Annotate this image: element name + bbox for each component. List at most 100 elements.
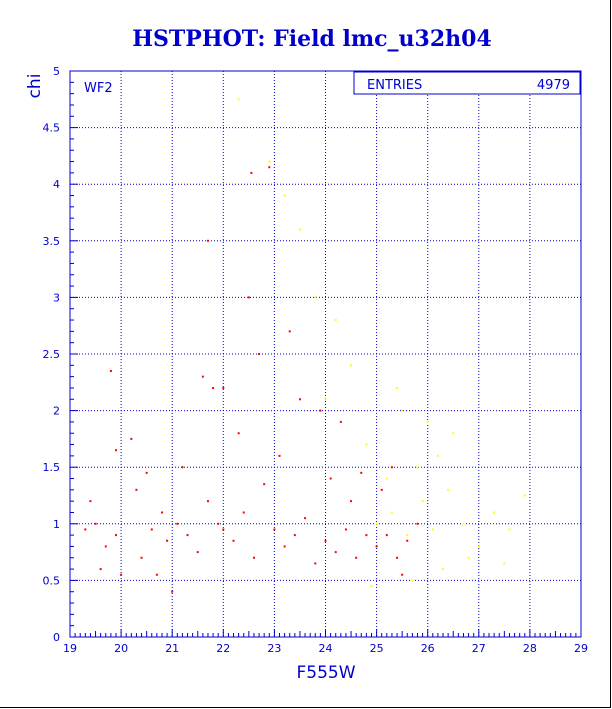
data-point xyxy=(523,494,526,497)
data-point xyxy=(273,528,276,531)
data-point xyxy=(406,534,409,537)
data-point xyxy=(447,488,450,491)
data-point xyxy=(268,166,271,169)
data-point xyxy=(206,239,209,242)
data-point xyxy=(319,409,322,412)
y-tick-label: 0.5 xyxy=(43,574,61,587)
chart-title: HSTPHOT: Field lmc_u32h04 xyxy=(132,26,492,52)
data-point xyxy=(396,386,399,389)
data-point xyxy=(114,534,117,537)
y-tick-label: 2.5 xyxy=(43,348,61,361)
data-point xyxy=(365,443,368,446)
stats-label: ENTRIES xyxy=(367,78,422,93)
x-tick-label: 20 xyxy=(114,642,128,655)
data-point xyxy=(171,590,174,593)
y-tick-label: 3 xyxy=(53,291,60,304)
data-point xyxy=(140,556,143,559)
y-tick-label: 1.5 xyxy=(43,461,61,474)
data-point xyxy=(104,545,107,548)
data-point xyxy=(268,160,271,163)
data-point xyxy=(390,466,393,469)
x-tick-label: 26 xyxy=(421,642,435,655)
data-point xyxy=(385,477,388,480)
data-points xyxy=(84,98,526,593)
data-point xyxy=(375,522,378,525)
data-point xyxy=(145,471,148,474)
data-point xyxy=(334,319,337,322)
data-point xyxy=(206,500,209,503)
data-point xyxy=(401,409,404,412)
data-point xyxy=(442,568,445,571)
data-point xyxy=(375,545,378,548)
x-tick-label: 25 xyxy=(370,642,384,655)
data-point xyxy=(237,98,240,101)
y-tick-label: 5 xyxy=(53,65,60,78)
data-point xyxy=(324,398,327,401)
x-tick-label: 24 xyxy=(319,642,333,655)
data-point xyxy=(508,528,511,531)
data-point xyxy=(426,420,429,423)
data-point xyxy=(130,437,133,440)
data-point xyxy=(232,539,235,542)
y-tick-label: 4.5 xyxy=(43,122,61,135)
data-point xyxy=(421,500,424,503)
data-point xyxy=(237,432,240,435)
data-point xyxy=(462,522,465,525)
data-point xyxy=(94,522,97,525)
data-point xyxy=(99,568,102,571)
panel-label: WF2 xyxy=(84,81,113,96)
stats-value: 4979 xyxy=(537,78,570,93)
data-point xyxy=(396,556,399,559)
x-tick-label: 28 xyxy=(523,642,537,655)
data-point xyxy=(416,522,419,525)
data-point xyxy=(114,449,117,452)
series-1 xyxy=(237,98,526,588)
data-point xyxy=(380,488,383,491)
data-point xyxy=(201,375,204,378)
data-point xyxy=(431,528,434,531)
x-tick-label: 27 xyxy=(472,642,486,655)
data-point xyxy=(252,556,255,559)
data-point xyxy=(186,534,189,537)
x-tick-label: 21 xyxy=(165,642,179,655)
x-axis-label: F555W xyxy=(296,663,355,683)
data-point xyxy=(217,522,220,525)
data-point xyxy=(166,539,169,542)
data-point xyxy=(120,573,123,576)
data-point xyxy=(503,562,506,565)
data-point xyxy=(329,477,332,480)
stats-box xyxy=(353,71,581,95)
data-point xyxy=(436,454,439,457)
data-point xyxy=(314,296,317,299)
data-point xyxy=(350,364,353,367)
data-point xyxy=(365,534,368,537)
x-tick-label: 29 xyxy=(574,642,588,655)
axis-ticks: 19 20 21 22 23 24 25 26 27 28 29 0 0.5 1 1.5 2 2.5 3 3.5 4 4… xyxy=(43,65,589,655)
data-point xyxy=(385,534,388,537)
data-point xyxy=(298,398,301,401)
data-point xyxy=(150,528,153,531)
y-tick-label: 0 xyxy=(53,631,60,644)
data-point xyxy=(155,573,158,576)
data-point xyxy=(283,194,286,197)
data-point xyxy=(314,562,317,565)
data-point xyxy=(250,171,253,174)
data-point xyxy=(181,466,184,469)
data-point xyxy=(370,585,373,588)
data-point xyxy=(304,517,307,520)
data-point xyxy=(212,386,215,389)
data-point xyxy=(355,556,358,559)
data-point xyxy=(176,522,179,525)
x-tick-label: 19 xyxy=(63,642,77,655)
data-point xyxy=(334,551,337,554)
y-tick-label: 3.5 xyxy=(43,235,61,248)
data-point xyxy=(339,420,342,423)
grid xyxy=(70,71,581,637)
data-point xyxy=(283,545,286,548)
data-point xyxy=(160,511,163,514)
data-point xyxy=(344,528,347,531)
y-tick-label: 4 xyxy=(53,178,60,191)
data-point xyxy=(298,228,301,231)
